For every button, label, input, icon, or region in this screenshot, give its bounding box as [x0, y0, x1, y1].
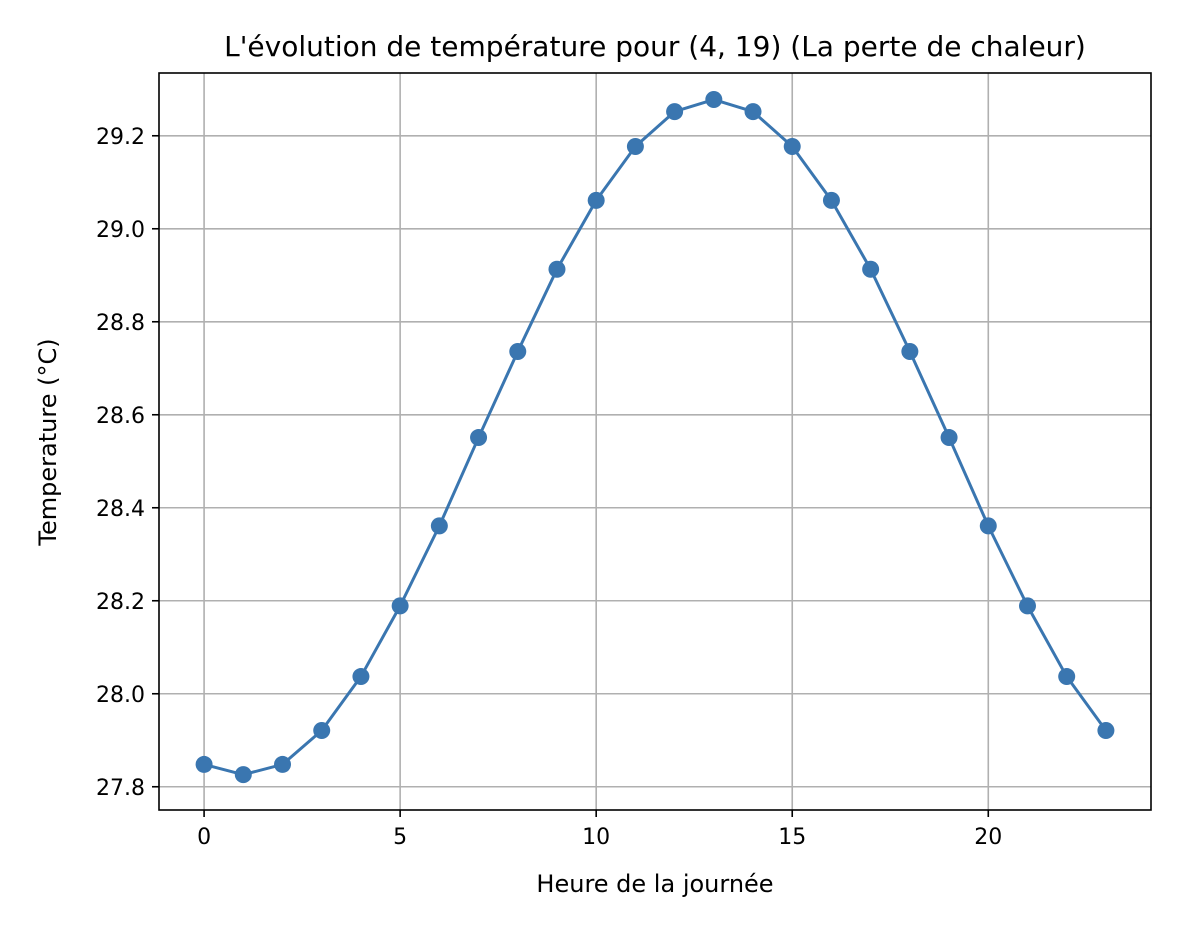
data-point [979, 517, 997, 535]
y-tick-label: 28.0 [96, 683, 145, 708]
y-tick-label: 28.4 [96, 497, 145, 522]
data-point [1058, 668, 1076, 686]
data-point [352, 668, 370, 686]
y-tick-label: 29.0 [96, 218, 145, 243]
grid [159, 73, 1151, 810]
y-tick-label: 28.6 [96, 404, 145, 429]
y-tick-label: 28.8 [96, 311, 145, 336]
data-point [234, 766, 252, 784]
data-point [548, 260, 566, 278]
x-tick-label: 10 [582, 825, 610, 850]
data-point [666, 103, 684, 121]
data-point [783, 137, 801, 155]
data-point [901, 343, 919, 361]
y-tick-label: 29.2 [96, 125, 145, 150]
x-tick-label: 15 [778, 825, 806, 850]
data-point [274, 755, 292, 773]
data-point [705, 91, 723, 109]
data-point [509, 343, 527, 361]
x-tick-label: 0 [197, 825, 211, 850]
chart-title: L'évolution de température pour (4, 19) … [224, 30, 1086, 63]
data-point [626, 137, 644, 155]
data-point [587, 191, 605, 209]
plot-frame [158, 72, 1152, 811]
data-point [313, 721, 331, 739]
data-point [470, 429, 488, 447]
data-point [862, 260, 880, 278]
data-point [1097, 721, 1115, 739]
data-point [430, 517, 448, 535]
axis-ticks: 0 5 10 15 20 27.8 28.0 28.2 28.4 28.6 28.8 29.0 29.2 [96, 125, 1002, 850]
series-line [203, 98, 1108, 777]
y-axis-label: Temperature (°C) [34, 338, 62, 546]
x-axis-label: Heure de la journée [536, 870, 773, 898]
data-point [822, 191, 840, 209]
data-point [1018, 597, 1036, 615]
y-tick-label: 27.8 [96, 776, 145, 801]
x-tick-label: 5 [393, 825, 407, 850]
series-group [195, 91, 1115, 784]
y-tick-label: 28.2 [96, 590, 145, 615]
data-point [195, 755, 213, 773]
data-point [744, 103, 762, 121]
data-point [940, 429, 958, 447]
data-point [391, 597, 409, 615]
x-tick-label: 20 [974, 825, 1002, 850]
